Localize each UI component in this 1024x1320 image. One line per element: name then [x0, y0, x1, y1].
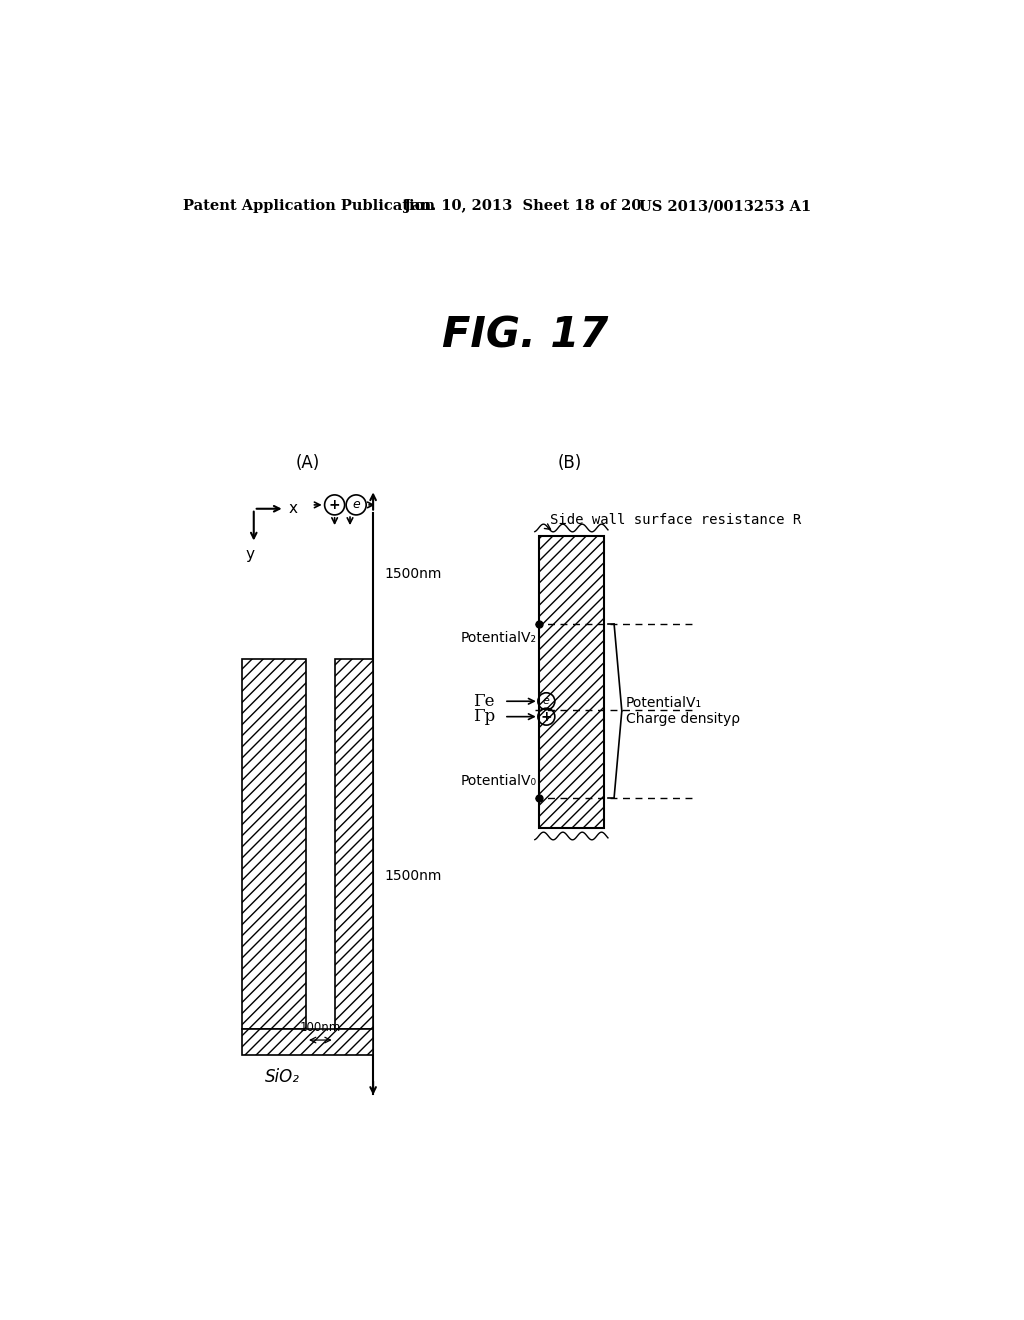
Text: +: +: [541, 710, 552, 723]
Text: +: +: [329, 498, 340, 512]
Bar: [539, 536, 604, 829]
Text: Side wall surface resistance R: Side wall surface resistance R: [550, 513, 802, 527]
Bar: [243, 659, 306, 1028]
Text: PotentialV₂: PotentialV₂: [461, 631, 537, 645]
Text: e: e: [543, 696, 550, 706]
Bar: [539, 536, 604, 829]
Text: PotentialV₁: PotentialV₁: [626, 696, 701, 710]
Text: e: e: [352, 499, 360, 511]
Text: FIG. 17: FIG. 17: [441, 314, 608, 356]
Text: SiO₂: SiO₂: [265, 1068, 300, 1086]
Bar: [243, 1028, 373, 1056]
Text: US 2013/0013253 A1: US 2013/0013253 A1: [639, 199, 811, 213]
Text: Jan. 10, 2013  Sheet 18 of 20: Jan. 10, 2013 Sheet 18 of 20: [403, 199, 641, 213]
Text: PotentialV₀: PotentialV₀: [461, 774, 537, 788]
Text: (A): (A): [296, 454, 319, 471]
Text: 100nm: 100nm: [300, 1020, 341, 1034]
Text: Patent Application Publication: Patent Application Publication: [183, 199, 435, 213]
Bar: [335, 659, 373, 1028]
Bar: [335, 659, 373, 1028]
Bar: [243, 1028, 373, 1056]
Text: Charge densityρ: Charge densityρ: [626, 711, 739, 726]
Bar: [243, 659, 306, 1028]
Text: 1500nm: 1500nm: [385, 869, 442, 883]
Text: Γe: Γe: [473, 693, 495, 710]
Text: 1500nm: 1500nm: [385, 568, 442, 581]
Text: x: x: [289, 502, 297, 516]
Text: y: y: [246, 548, 254, 562]
Text: (B): (B): [557, 454, 582, 471]
Text: Γp: Γp: [473, 708, 496, 725]
